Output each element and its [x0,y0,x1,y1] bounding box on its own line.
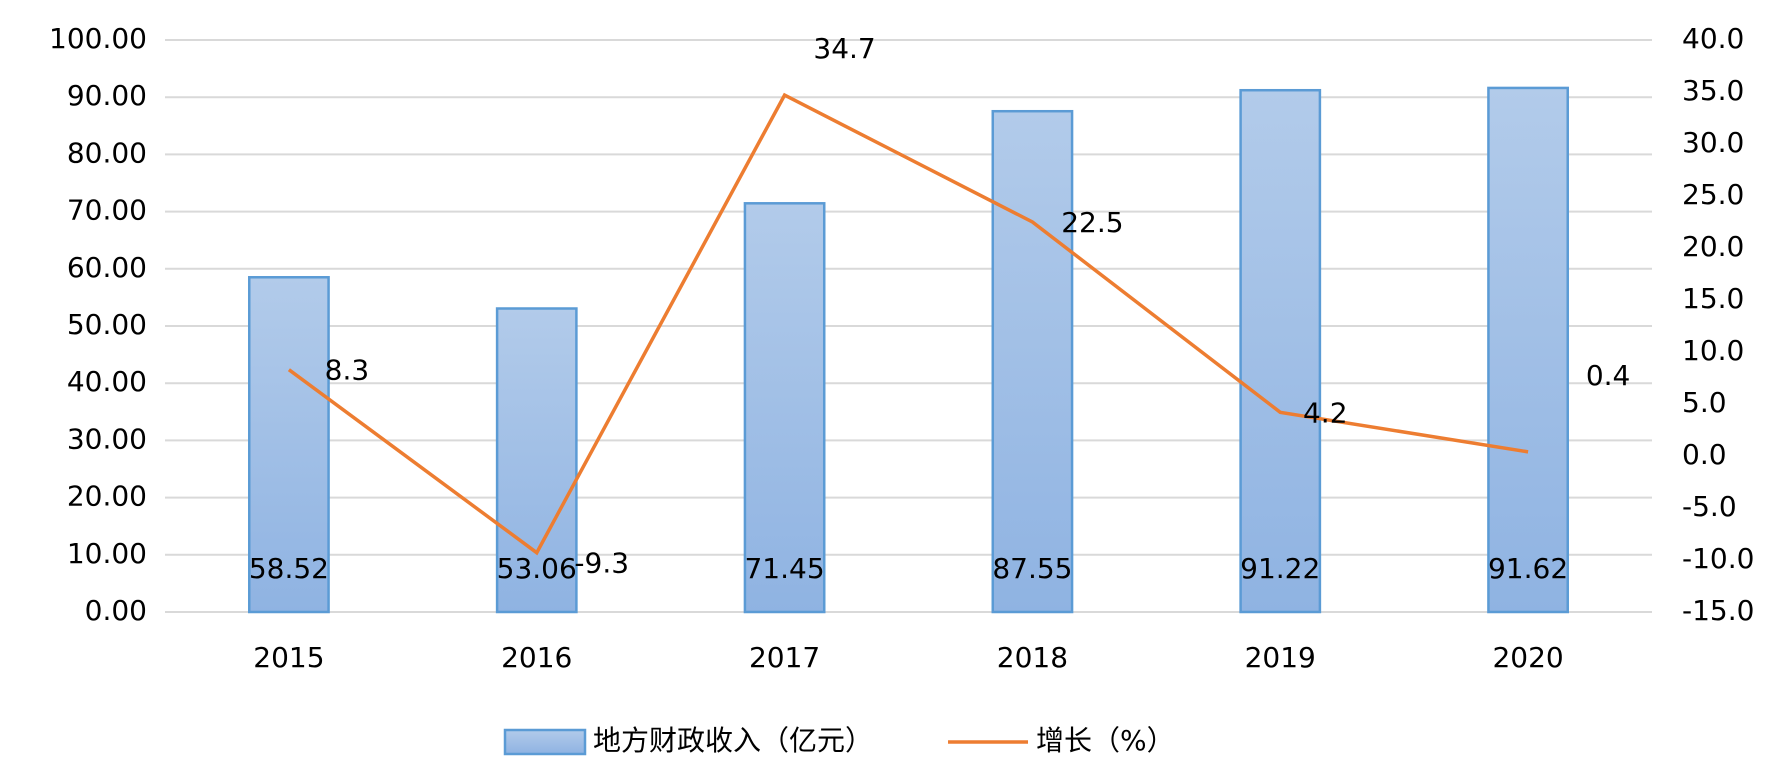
y2-tick-label: 10.0 [1682,334,1744,367]
legend-label: 增长（%） [1036,724,1175,757]
line-value-label: 22.5 [1061,206,1123,239]
line-value-label: 0.4 [1586,359,1631,392]
bar [495,307,578,614]
x-tick-label: 2017 [749,641,820,674]
bar [1487,86,1569,614]
y2-tick-label: 0.0 [1682,438,1727,471]
y2-tick-label: 5.0 [1682,386,1727,419]
y2-tick-label: 40.0 [1682,22,1744,55]
bar-value-label: 87.55 [992,552,1072,585]
x-tick-label: 2016 [501,641,572,674]
y-tick-label: 10.00 [67,537,147,570]
y-tick-label: 0.00 [85,594,147,627]
y2-tick-label: -15.0 [1682,594,1754,627]
line-value-label: -9.3 [574,547,629,580]
bar [991,109,1074,614]
y-tick-label: 90.00 [67,79,147,112]
y-tick-label: 50.00 [67,308,147,341]
y-tick-label: 100.00 [49,22,147,55]
y-tick-label: 60.00 [67,251,147,284]
y-tick-label: 30.00 [67,422,147,455]
line [287,92,1529,556]
y2-tick-label: -5.0 [1682,490,1737,523]
y2-tick-label: 35.0 [1682,74,1744,107]
y2-tick-label: 30.0 [1682,126,1744,159]
bar-value-label: 71.45 [744,552,824,585]
line-value-label: 34.7 [813,32,875,65]
x-tick-label: 2020 [1492,641,1563,674]
line-value-label: 4.2 [1303,396,1348,429]
y-tick-label: 80.00 [67,136,147,169]
y2-tick-label: 25.0 [1682,178,1744,211]
line-value-label: 8.3 [325,354,370,387]
bar [248,276,330,614]
bar [743,202,826,614]
y2-tick-label: 20.0 [1682,230,1744,263]
x-tick-label: 2019 [1245,641,1316,674]
legend-label: 地方财政收入（亿元） [593,724,873,757]
bar-value-label: 91.62 [1488,552,1568,585]
bar-value-label: 53.06 [497,552,577,585]
bar-value-label: 91.22 [1240,552,1320,585]
y2-tick-label: -10.0 [1682,542,1754,575]
x-tick-label: 2018 [997,641,1068,674]
legend-swatch [503,728,587,756]
y-tick-label: 70.00 [67,194,147,227]
bar [1239,88,1322,614]
y2-tick-label: 15.0 [1682,282,1744,315]
bar-value-label: 58.52 [249,552,329,585]
y-tick-label: 40.00 [67,365,147,398]
y-tick-label: 20.00 [67,480,147,513]
x-tick-label: 2015 [253,641,324,674]
